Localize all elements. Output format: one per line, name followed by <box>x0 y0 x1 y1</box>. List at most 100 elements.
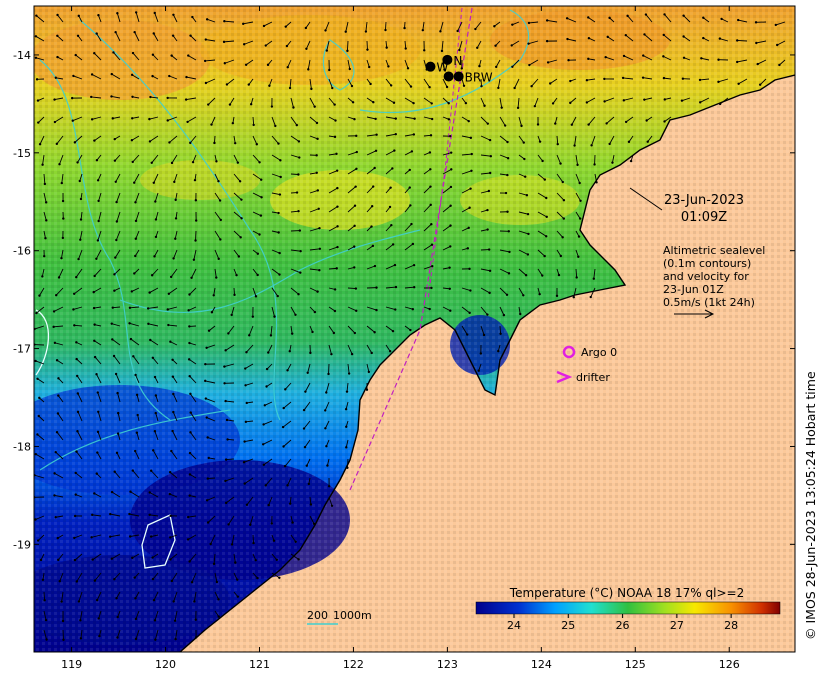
velocity-arrow-head <box>487 189 491 193</box>
velocity-arrow-head <box>45 219 48 222</box>
velocity-arrow <box>547 59 558 63</box>
velocity-arrow-head <box>325 49 329 52</box>
velocity-arrow <box>131 287 140 292</box>
velocity-arrow-head <box>133 30 136 34</box>
velocity-arrow-head <box>373 166 376 170</box>
velocity-arrow-head <box>188 374 191 378</box>
velocity-arrow <box>537 173 546 180</box>
velocity-arrow-head <box>151 74 154 78</box>
velocity-arrow-head <box>577 235 581 238</box>
velocity-arrow <box>575 192 581 202</box>
velocity-arrow-head <box>595 181 598 184</box>
velocity-arrow <box>609 135 615 145</box>
velocity-arrow-head <box>249 523 252 527</box>
y-tick-label: -16 <box>13 245 31 258</box>
velocity-arrow-head <box>167 292 171 295</box>
velocity-arrow-head <box>238 180 242 183</box>
velocity-arrow-head <box>189 411 192 414</box>
velocity-arrow-head <box>53 494 56 497</box>
velocity-arrow-head <box>302 408 306 412</box>
velocity-arrow-head <box>642 54 645 57</box>
velocity-arrow-head <box>389 84 393 87</box>
velocity-arrow-head <box>466 333 469 336</box>
velocity-arrow-head <box>205 18 209 21</box>
velocity-arrow-head <box>519 312 522 316</box>
velocity-arrow-head <box>279 159 282 162</box>
velocity-arrow-head <box>267 503 270 507</box>
velocity-arrow-head <box>627 140 631 144</box>
velocity-arrow-head <box>134 254 137 258</box>
velocity-arrow-head <box>449 224 452 227</box>
velocity-arrow <box>663 55 672 61</box>
velocity-arrow <box>442 246 451 251</box>
velocity-arrow-head <box>169 340 172 343</box>
velocity-arrow-head <box>76 430 79 433</box>
velocity-arrow-head <box>366 48 369 51</box>
velocity-arrow-head <box>315 121 319 125</box>
velocity-arrow-head <box>641 76 645 79</box>
velocity-arrow-head <box>345 425 348 428</box>
velocity-arrow-head <box>189 431 192 434</box>
velocity-arrow-head <box>261 443 265 446</box>
velocity-arrow <box>345 21 349 32</box>
depth-label-1000: 1000m <box>333 609 372 622</box>
velocity-arrow-head <box>503 124 507 127</box>
velocity-arrow-head <box>575 276 578 279</box>
colorbar-tick-label: 27 <box>670 619 684 632</box>
velocity-arrow-head <box>205 416 208 419</box>
velocity-arrow-head <box>75 341 78 344</box>
velocity-arrow <box>282 420 292 428</box>
velocity-arrow-head <box>114 30 117 34</box>
velocity-arrow-head <box>224 501 228 505</box>
velocity-arrow-head <box>449 204 452 207</box>
velocity-arrow-head <box>188 451 192 455</box>
velocity-arrow-head <box>511 65 514 69</box>
velocity-arrow-head <box>92 306 96 310</box>
velocity-arrow <box>480 154 491 157</box>
velocity-arrow <box>756 40 767 44</box>
velocity-arrow-head <box>73 324 76 327</box>
velocity-arrow-head <box>226 438 229 441</box>
velocity-arrow-head <box>486 208 489 212</box>
velocity-arrow-head <box>579 199 582 202</box>
velocity-arrow-head <box>576 163 579 167</box>
velocity-arrow <box>575 154 578 165</box>
velocity-arrow <box>225 400 235 403</box>
velocity-arrow-head <box>194 636 198 639</box>
velocity-arrow-head <box>392 101 396 104</box>
velocity-arrow-head <box>206 436 209 439</box>
velocity-arrow-head <box>409 85 413 88</box>
velocity-arrow <box>537 230 547 237</box>
velocity-arrow-head <box>217 179 220 183</box>
velocity-arrow-head <box>393 149 396 152</box>
velocity-arrow <box>306 458 311 466</box>
velocity-arrow <box>290 553 299 560</box>
velocity-arrow <box>39 135 45 145</box>
velocity-arrow-head <box>268 84 271 87</box>
velocity-arrow-head <box>326 464 329 467</box>
velocity-arrow-head <box>150 161 153 164</box>
velocity-arrow-head <box>210 311 214 314</box>
velocity-arrow-head <box>290 332 294 335</box>
velocity-arrow <box>347 363 350 374</box>
velocity-arrow <box>366 116 376 120</box>
velocity-arrow-head <box>230 543 234 546</box>
velocity-arrow-head <box>244 384 247 387</box>
velocity-arrow <box>385 168 393 175</box>
velocity-arrow <box>366 97 374 103</box>
velocity-arrow-head <box>149 95 152 99</box>
velocity-arrow <box>480 97 485 106</box>
velocity-arrow-head <box>259 214 263 217</box>
velocity-arrow-head <box>331 86 334 90</box>
velocity-arrow <box>305 21 311 29</box>
velocity-arrow-head <box>187 54 190 57</box>
velocity-arrow <box>188 515 197 518</box>
velocity-arrow <box>43 629 48 640</box>
velocity-arrow-head <box>533 104 537 108</box>
velocity-arrow-head <box>148 491 151 494</box>
velocity-arrow-head <box>130 139 134 142</box>
velocity-arrow-head <box>254 295 258 298</box>
velocity-arrow <box>135 374 140 384</box>
velocity-arrow <box>34 325 45 330</box>
velocity-arrow <box>287 59 292 68</box>
